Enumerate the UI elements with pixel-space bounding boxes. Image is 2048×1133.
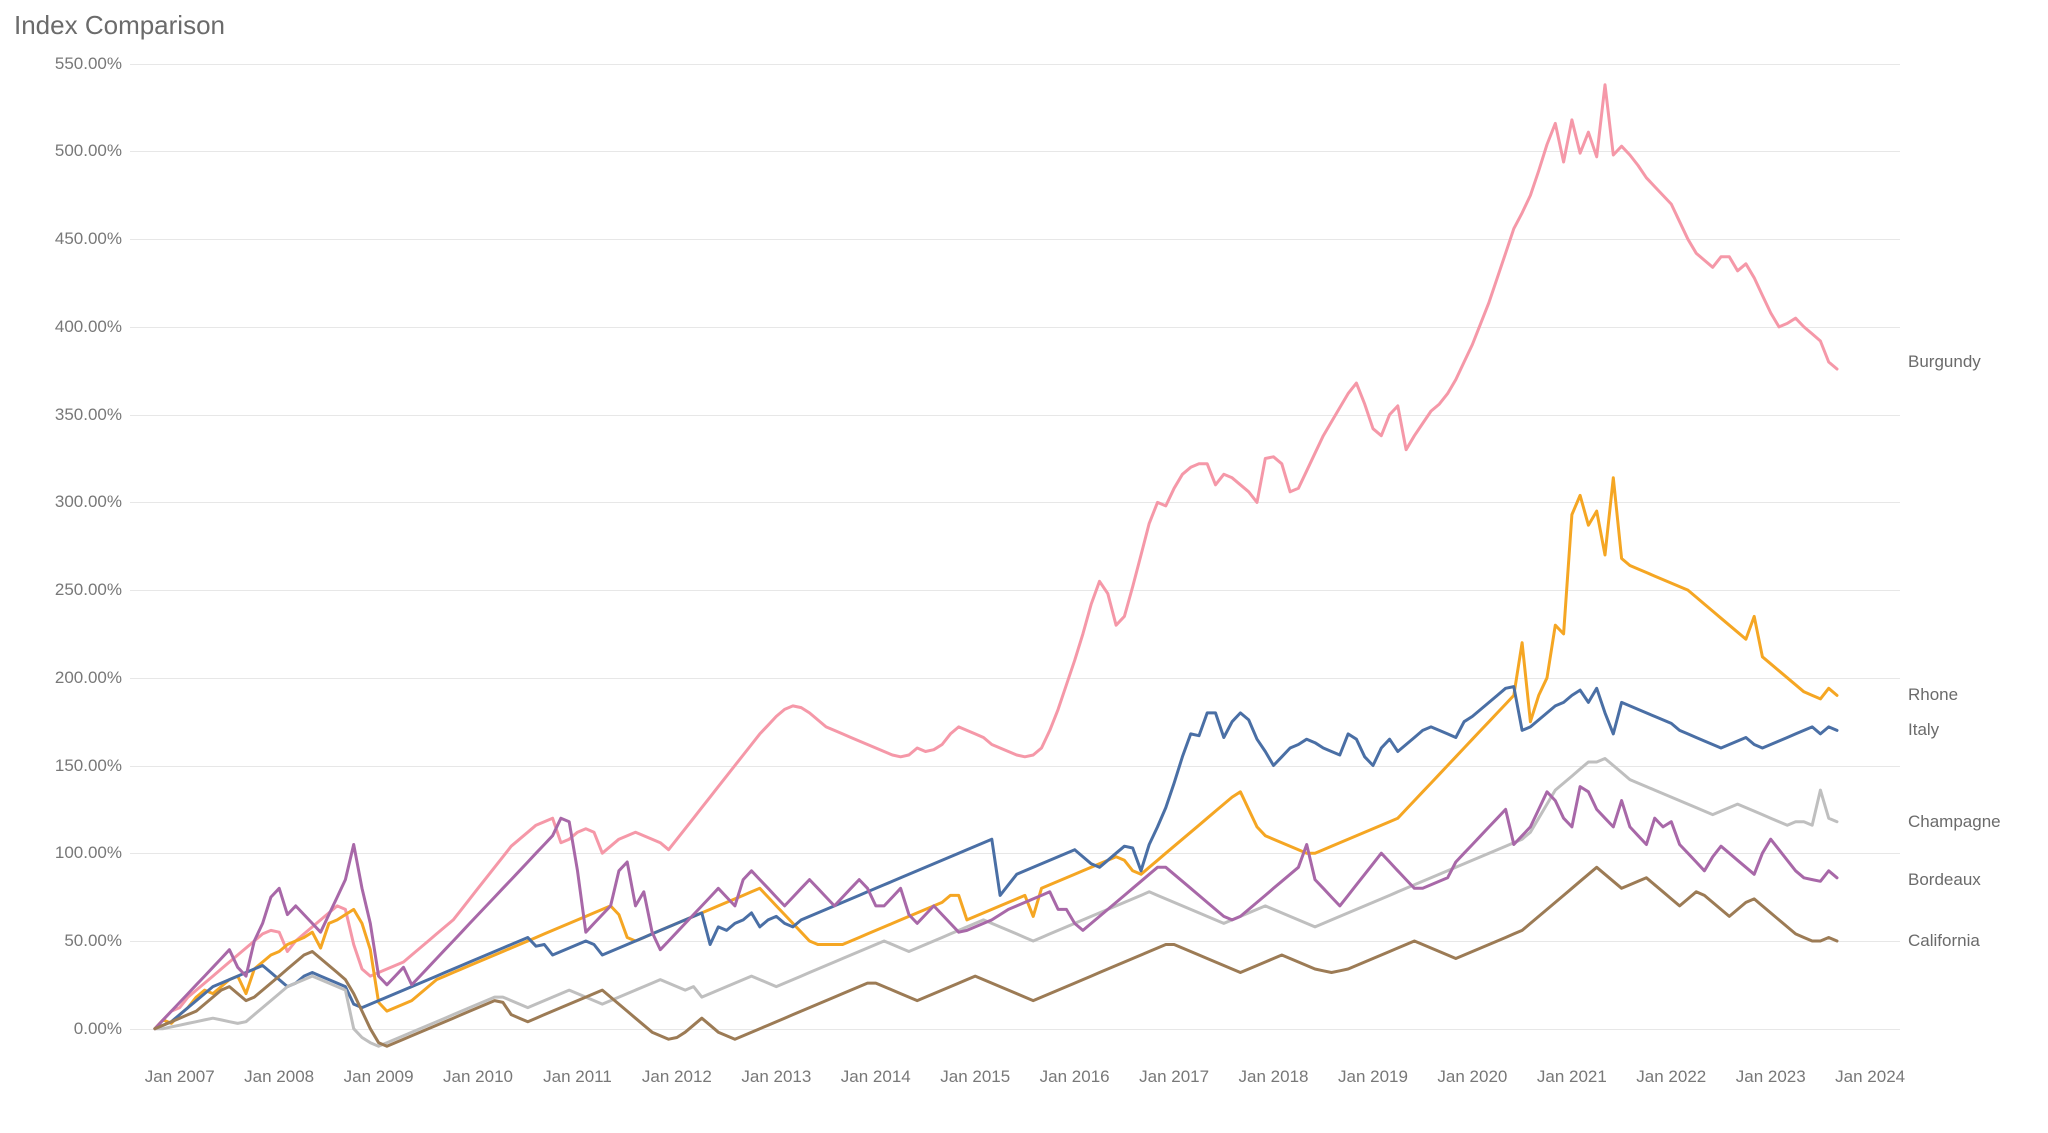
series-line-california (155, 867, 1837, 1046)
x-axis-tick-label: Jan 2022 (1636, 1067, 1706, 1087)
series-label-burgundy: Burgundy (1908, 352, 1981, 372)
x-axis-tick-label: Jan 2008 (244, 1067, 314, 1087)
x-axis-tick-label: Jan 2023 (1736, 1067, 1806, 1087)
y-axis-tick-label: 500.00% (55, 141, 122, 161)
chart-plot-area (130, 55, 1900, 1055)
series-label-champagne: Champagne (1908, 812, 2001, 832)
series-label-rhone: Rhone (1908, 685, 1958, 705)
series-line-rhone (155, 478, 1837, 1029)
y-axis-tick-label: 200.00% (55, 668, 122, 688)
y-axis-tick-label: 150.00% (55, 756, 122, 776)
series-label-california: California (1908, 931, 1980, 951)
y-axis-tick-label: 350.00% (55, 405, 122, 425)
x-axis-tick-label: Jan 2020 (1437, 1067, 1507, 1087)
x-axis-tick-label: Jan 2018 (1239, 1067, 1309, 1087)
chart-title: Index Comparison (14, 10, 225, 41)
y-axis-tick-label: 0.00% (74, 1019, 122, 1039)
x-axis-tick-label: Jan 2014 (841, 1067, 911, 1087)
y-axis-tick-label: 250.00% (55, 580, 122, 600)
x-axis-tick-label: Jan 2021 (1537, 1067, 1607, 1087)
series-label-italy: Italy (1908, 720, 1939, 740)
y-axis-tick-label: 450.00% (55, 229, 122, 249)
x-axis-tick-label: Jan 2007 (145, 1067, 215, 1087)
x-axis-tick-label: Jan 2012 (642, 1067, 712, 1087)
y-axis-tick-label: 50.00% (64, 931, 122, 951)
series-line-burgundy (155, 85, 1837, 1029)
y-axis-tick-label: 300.00% (55, 492, 122, 512)
y-axis-tick-label: 400.00% (55, 317, 122, 337)
x-axis-tick-label: Jan 2024 (1835, 1067, 1905, 1087)
x-axis-tick-label: Jan 2011 (543, 1067, 612, 1087)
x-axis-tick-label: Jan 2016 (1040, 1067, 1110, 1087)
series-label-bordeaux: Bordeaux (1908, 870, 1981, 890)
y-axis-tick-label: 550.00% (55, 54, 122, 74)
x-axis-tick-label: Jan 2019 (1338, 1067, 1408, 1087)
x-axis-tick-label: Jan 2017 (1139, 1067, 1209, 1087)
y-axis-tick-label: 100.00% (55, 843, 122, 863)
x-axis-tick-label: Jan 2013 (741, 1067, 811, 1087)
x-axis-tick-label: Jan 2010 (443, 1067, 513, 1087)
x-axis-tick-label: Jan 2015 (940, 1067, 1010, 1087)
x-axis-tick-label: Jan 2009 (344, 1067, 414, 1087)
